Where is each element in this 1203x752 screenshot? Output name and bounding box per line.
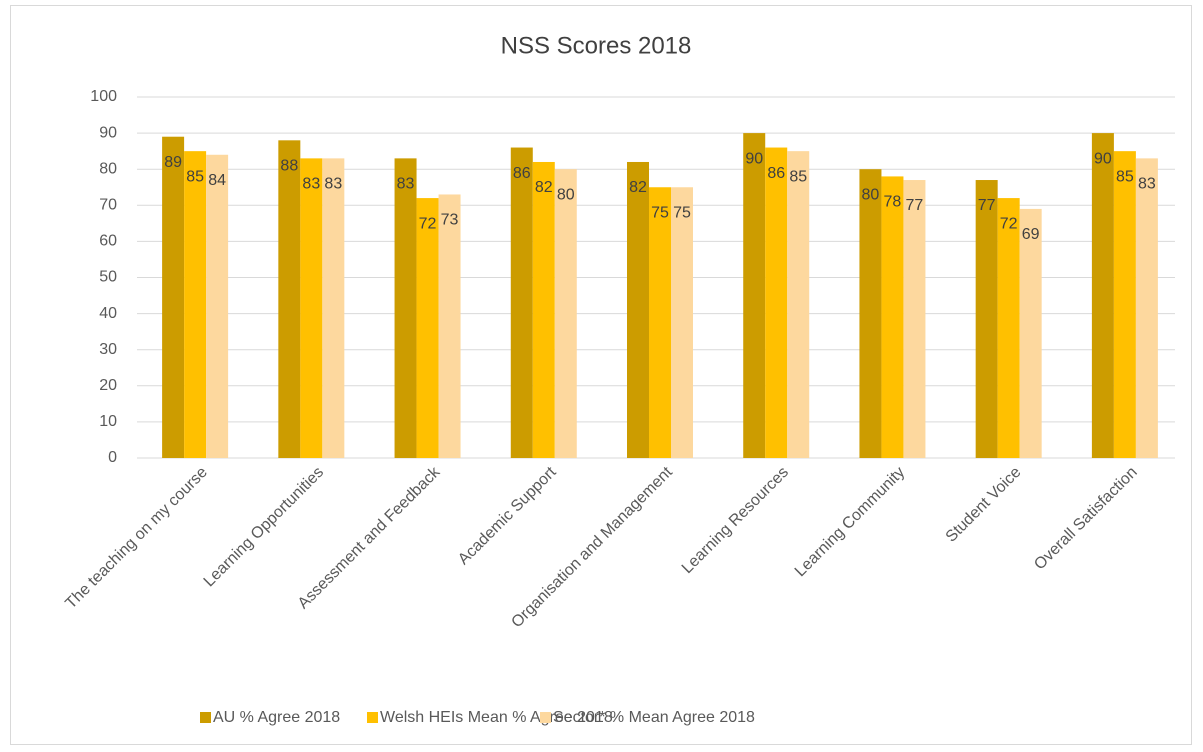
y-tick-label: 20 xyxy=(99,377,117,394)
value-label: 72 xyxy=(419,215,437,232)
bar xyxy=(627,161,649,459)
bar xyxy=(554,169,577,458)
bar xyxy=(162,136,185,458)
bar xyxy=(787,151,810,458)
value-label: 90 xyxy=(1094,150,1112,167)
value-label: 86 xyxy=(513,165,531,182)
bar xyxy=(671,187,693,458)
value-label: 73 xyxy=(441,212,459,229)
value-label: 83 xyxy=(324,176,342,193)
y-tick-label: 70 xyxy=(99,197,117,214)
bar xyxy=(765,147,788,459)
value-label: 75 xyxy=(673,204,691,221)
value-label: 77 xyxy=(978,197,996,214)
bar xyxy=(322,158,345,458)
y-tick-label: 80 xyxy=(99,160,117,177)
bar xyxy=(975,180,998,458)
value-label: 84 xyxy=(208,172,226,189)
y-tick-label: 10 xyxy=(99,413,117,430)
bar xyxy=(649,187,671,458)
bar xyxy=(743,133,766,458)
y-tick-label: 40 xyxy=(99,305,117,322)
value-label: 85 xyxy=(1116,168,1134,185)
chart-title: NSS Scores 2018 xyxy=(501,32,692,59)
value-label: 85 xyxy=(789,168,807,185)
bar xyxy=(300,158,323,458)
y-tick-label: 0 xyxy=(108,449,117,466)
bar xyxy=(532,161,555,459)
value-label: 77 xyxy=(906,197,924,214)
bar xyxy=(438,194,461,458)
y-tick-label: 30 xyxy=(99,341,117,358)
y-tick-label: 50 xyxy=(99,269,117,286)
bar xyxy=(510,147,533,459)
value-label: 90 xyxy=(745,150,763,167)
legend-label: Sector* % Mean Agree 2018 xyxy=(553,709,755,726)
value-label: 72 xyxy=(1000,215,1018,232)
value-label: 82 xyxy=(535,179,553,196)
value-label: 88 xyxy=(280,158,298,175)
bar xyxy=(859,169,882,458)
legend-swatch xyxy=(540,712,551,723)
bar xyxy=(416,198,439,458)
legend-swatch xyxy=(200,712,211,723)
bar xyxy=(394,158,417,458)
legend-label: AU % Agree 2018 xyxy=(213,709,340,726)
value-label: 89 xyxy=(164,154,182,171)
value-label: 83 xyxy=(397,176,415,193)
bar xyxy=(184,151,207,458)
legend-label: Welsh HEIs Mean % Agree 2018 xyxy=(380,709,613,726)
bar xyxy=(881,176,904,459)
value-label: 86 xyxy=(767,165,785,182)
bar xyxy=(278,140,301,458)
value-label: 85 xyxy=(186,168,204,185)
value-label: 83 xyxy=(302,176,320,193)
bar xyxy=(206,154,229,458)
value-label: 80 xyxy=(862,186,880,203)
bar xyxy=(1135,158,1158,458)
value-label: 78 xyxy=(884,194,902,211)
y-tick-label: 60 xyxy=(99,233,117,250)
value-label: 75 xyxy=(651,204,669,221)
value-label: 80 xyxy=(557,186,575,203)
value-label: 83 xyxy=(1138,176,1156,193)
legend-swatch xyxy=(367,712,378,723)
bar xyxy=(1019,208,1042,458)
value-label: 69 xyxy=(1022,226,1040,243)
value-label: 82 xyxy=(629,179,647,196)
y-tick-label: 100 xyxy=(90,88,117,105)
bar xyxy=(903,180,926,458)
y-tick-label: 90 xyxy=(99,124,117,141)
bar xyxy=(997,198,1020,458)
bar xyxy=(1113,151,1136,458)
bar xyxy=(1091,133,1114,458)
